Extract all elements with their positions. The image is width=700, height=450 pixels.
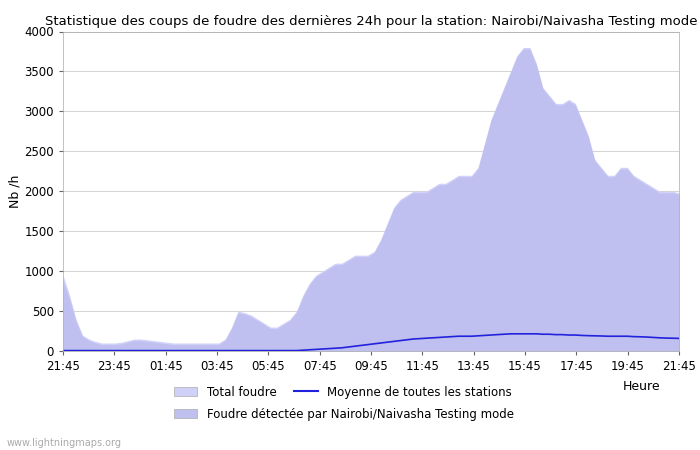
- Title: Statistique des coups de foudre des dernières 24h pour la station: Nairobi/Naiva: Statistique des coups de foudre des dern…: [45, 14, 697, 27]
- Y-axis label: Nb /h: Nb /h: [8, 175, 22, 208]
- Legend: Foudre détectée par Nairobi/Naivasha Testing mode: Foudre détectée par Nairobi/Naivasha Tes…: [174, 408, 514, 421]
- Text: www.lightningmaps.org: www.lightningmaps.org: [7, 438, 122, 448]
- Text: Heure: Heure: [623, 380, 661, 393]
